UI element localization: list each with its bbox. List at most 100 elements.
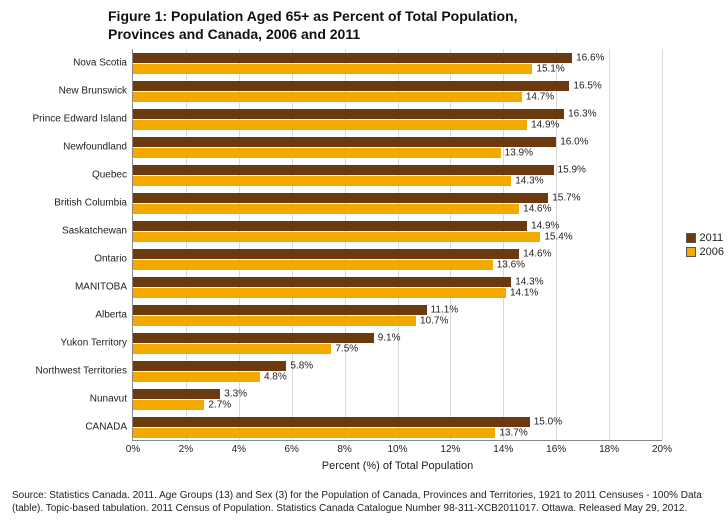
category-label: Ontario [94,254,133,265]
chart-container: Figure 1: Population Aged 65+ as Percent… [0,0,728,521]
bar-2011 [133,305,427,315]
x-tick: 20% [652,440,672,455]
bar-2006 [133,372,260,382]
category-label: Yukon Territory [60,338,133,349]
source-text: Source: Statistics Canada. 2011. Age Gro… [12,489,716,515]
bar-value-label: 15.9% [558,164,586,175]
category-row: CANADA15.0%13.7% [133,413,662,441]
category-row: Nunavut3.3%2.7% [133,385,662,413]
bar-value-label: 16.6% [576,52,604,63]
bar-2006 [133,344,331,354]
bar-value-label: 15.1% [536,63,564,74]
bar-2011 [133,333,374,343]
category-row: Yukon Territory9.1%7.5% [133,329,662,357]
legend-swatch [686,233,696,243]
bar-2006 [133,428,495,438]
plot-area: 20112006 Percent (%) of Total Population… [132,49,662,441]
category-label: MANITOBA [75,282,133,293]
bar-value-label: 13.6% [497,259,525,270]
bar-value-label: 16.0% [560,136,588,147]
bar-2011 [133,193,548,203]
legend-label: 2011 [700,232,724,244]
x-tick: 0% [126,440,140,455]
bar-value-label: 10.7% [420,315,448,326]
chart-title-line2: Provinces and Canada, 2006 and 2011 [108,26,716,44]
bar-value-label: 14.9% [531,220,559,231]
category-label: Alberta [95,310,133,321]
bar-value-label: 11.1% [431,304,459,315]
bar-2006 [133,120,527,130]
bar-value-label: 14.9% [531,119,559,130]
bar-2011 [133,53,572,63]
bar-2011 [133,277,511,287]
chart-title-line1: Figure 1: Population Aged 65+ as Percent… [108,8,716,26]
x-tick: 12% [440,440,460,455]
x-tick: 6% [284,440,298,455]
category-row: Nova Scotia16.6%15.1% [133,49,662,77]
x-tick: 14% [493,440,513,455]
bar-value-label: 5.8% [290,360,313,371]
bar-2011 [133,249,519,259]
bar-2006 [133,316,416,326]
category-row: British Columbia15.7%14.6% [133,189,662,217]
category-row: Northwest Territories5.8%4.8% [133,357,662,385]
bar-2006 [133,260,493,270]
x-tick: 16% [546,440,566,455]
bar-2011 [133,165,554,175]
legend-swatch [686,247,696,257]
bar-value-label: 14.3% [515,276,543,287]
bar-value-label: 9.1% [378,332,401,343]
category-label: CANADA [85,422,133,433]
category-row: MANITOBA14.3%14.1% [133,273,662,301]
bar-2011 [133,361,286,371]
bar-value-label: 2.7% [208,399,231,410]
bar-value-label: 16.3% [568,108,596,119]
bar-2006 [133,288,506,298]
bar-2006 [133,148,501,158]
bar-value-label: 3.3% [224,388,247,399]
x-tick: 10% [387,440,407,455]
gridline [662,49,663,440]
category-row: Alberta11.1%10.7% [133,301,662,329]
bar-value-label: 13.7% [499,427,527,438]
bar-2006 [133,232,540,242]
bar-value-label: 14.7% [526,91,554,102]
bar-value-label: 15.7% [552,192,580,203]
bar-2011 [133,221,527,231]
bar-2006 [133,204,519,214]
legend-item: 2006 [686,246,724,258]
bar-value-label: 13.9% [505,147,533,158]
category-label: Saskatchewan [62,226,133,237]
bar-value-label: 7.5% [335,343,358,354]
x-tick: 8% [337,440,351,455]
bar-value-label: 14.3% [515,175,543,186]
category-label: Quebec [92,170,133,181]
bar-value-label: 14.1% [510,287,538,298]
bar-2011 [133,109,564,119]
category-label: Nova Scotia [73,58,133,69]
bar-value-label: 15.0% [534,416,562,427]
bar-2011 [133,389,220,399]
bar-value-label: 14.6% [523,248,551,259]
bar-value-label: 14.6% [523,203,551,214]
bar-value-label: 16.5% [573,80,601,91]
category-row: Quebec15.9%14.3% [133,161,662,189]
bar-value-label: 4.8% [264,371,287,382]
bar-value-label: 15.4% [544,231,572,242]
legend: 2011 2006 [686,230,724,260]
bar-2006 [133,92,522,102]
category-label: British Columbia [54,198,133,209]
bar-2006 [133,64,532,74]
category-row: New Brunswick16.5%14.7% [133,77,662,105]
x-tick: 18% [599,440,619,455]
category-label: Prince Edward Island [33,114,134,125]
bar-2006 [133,176,511,186]
x-tick: 2% [179,440,193,455]
bar-2011 [133,81,569,91]
category-row: Ontario14.6%13.6% [133,245,662,273]
category-row: Saskatchewan14.9%15.4% [133,217,662,245]
category-row: Newfoundland16.0%13.9% [133,133,662,161]
category-label: Northwest Territories [35,366,133,377]
category-label: Nunavut [90,394,133,405]
chart-title: Figure 1: Population Aged 65+ as Percent… [108,8,716,43]
